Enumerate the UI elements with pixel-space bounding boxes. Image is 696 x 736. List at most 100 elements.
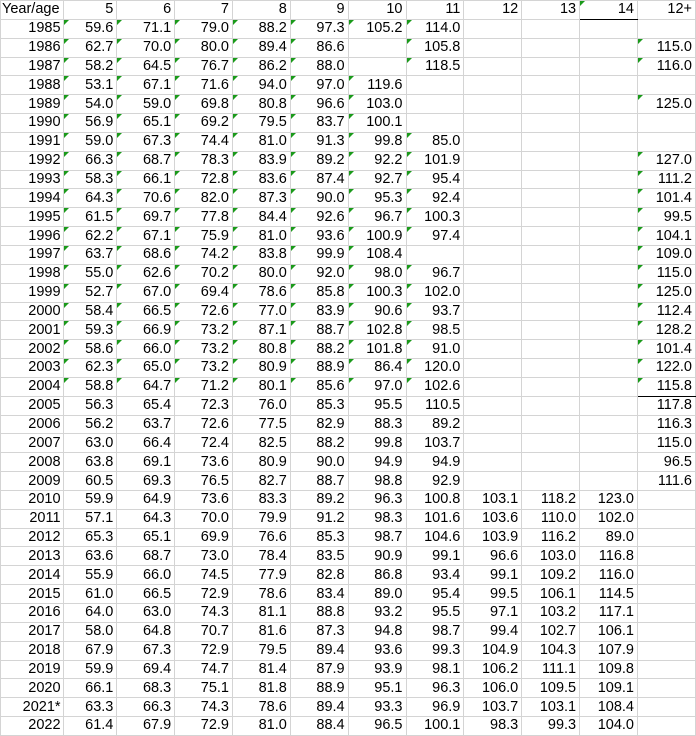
value-cell[interactable]: 79.5 — [232, 640, 291, 661]
value-cell[interactable]: 70.0 — [116, 37, 176, 58]
value-cell[interactable] — [405, 75, 465, 96]
value-cell[interactable]: 100.1 — [405, 716, 465, 736]
value-cell[interactable]: 66.4 — [116, 433, 176, 454]
value-cell[interactable]: 74.5 — [174, 565, 233, 586]
value-cell[interactable]: 81.8 — [232, 678, 291, 699]
value-cell[interactable]: 96.3 — [347, 489, 407, 510]
value-cell[interactable]: 92.0 — [289, 263, 349, 284]
year-cell[interactable]: 1992 — [0, 150, 64, 171]
year-cell[interactable]: 2010 — [0, 489, 64, 510]
value-cell[interactable] — [521, 358, 581, 378]
value-cell[interactable]: 91.3 — [289, 131, 349, 152]
value-cell[interactable]: 80.8 — [232, 339, 291, 360]
value-cell[interactable]: 116.8 — [579, 546, 638, 567]
value-cell[interactable]: 69.7 — [116, 207, 176, 228]
value-cell[interactable]: 105.2 — [347, 18, 407, 39]
value-cell[interactable]: 88.7 — [289, 320, 349, 341]
value-cell[interactable]: 92.7 — [347, 169, 407, 190]
value-cell[interactable]: 80.9 — [232, 358, 291, 378]
value-cell[interactable]: 83.4 — [289, 584, 349, 604]
value-cell[interactable]: 108.4 — [347, 244, 407, 265]
value-cell[interactable] — [579, 358, 638, 378]
value-cell[interactable]: 96.6 — [289, 94, 349, 115]
value-cell[interactable]: 103.1 — [463, 489, 523, 510]
value-cell[interactable]: 73.0 — [174, 546, 233, 567]
value-cell[interactable]: 76.7 — [174, 56, 233, 77]
year-cell[interactable]: 1991 — [0, 131, 64, 152]
value-cell[interactable]: 97.1 — [463, 603, 523, 623]
value-cell[interactable]: 116.2 — [521, 527, 581, 548]
value-cell[interactable]: 82.0 — [174, 188, 233, 209]
value-cell[interactable] — [521, 263, 581, 284]
header-cell-age-10[interactable]: 10 — [347, 0, 407, 20]
value-cell[interactable]: 125.0 — [637, 94, 696, 115]
value-cell[interactable] — [463, 339, 523, 360]
value-cell[interactable]: 92.2 — [347, 150, 407, 171]
value-cell[interactable]: 53.1 — [62, 75, 118, 96]
value-cell[interactable]: 66.3 — [116, 697, 176, 718]
value-cell[interactable]: 69.4 — [174, 282, 233, 303]
value-cell[interactable]: 118.5 — [405, 56, 465, 77]
value-cell[interactable]: 98.7 — [405, 621, 465, 642]
value-cell[interactable]: 127.0 — [637, 150, 696, 171]
value-cell[interactable]: 128.2 — [637, 320, 696, 341]
value-cell[interactable]: 83.9 — [232, 150, 291, 171]
value-cell[interactable]: 97.0 — [347, 376, 407, 397]
value-cell[interactable] — [521, 18, 581, 39]
value-cell[interactable]: 77.5 — [232, 414, 291, 435]
value-cell[interactable]: 88.4 — [289, 716, 349, 736]
value-cell[interactable]: 96.5 — [347, 716, 407, 736]
value-cell[interactable] — [637, 18, 696, 39]
value-cell[interactable]: 66.5 — [116, 584, 176, 604]
value-cell[interactable]: 67.3 — [116, 131, 176, 152]
value-cell[interactable] — [579, 56, 638, 77]
value-cell[interactable]: 77.8 — [174, 207, 233, 228]
value-cell[interactable]: 80.1 — [232, 376, 291, 397]
value-cell[interactable]: 103.7 — [405, 433, 465, 454]
value-cell[interactable] — [521, 433, 581, 454]
year-cell[interactable]: 2001 — [0, 320, 64, 341]
value-cell[interactable] — [463, 226, 523, 246]
value-cell[interactable] — [579, 282, 638, 303]
value-cell[interactable] — [463, 471, 523, 491]
value-cell[interactable] — [579, 414, 638, 435]
value-cell[interactable]: 93.2 — [347, 603, 407, 623]
value-cell[interactable]: 103.1 — [521, 697, 581, 718]
value-cell[interactable]: 101.8 — [347, 339, 407, 360]
value-cell[interactable]: 94.9 — [347, 452, 407, 473]
value-cell[interactable]: 103.0 — [521, 546, 581, 567]
value-cell[interactable]: 123.0 — [579, 489, 638, 510]
value-cell[interactable]: 93.9 — [347, 659, 407, 680]
value-cell[interactable]: 76.5 — [174, 471, 233, 491]
value-cell[interactable]: 104.0 — [579, 716, 638, 736]
value-cell[interactable]: 66.9 — [116, 320, 176, 341]
value-cell[interactable] — [521, 56, 581, 77]
value-cell[interactable] — [463, 244, 523, 265]
value-cell[interactable]: 99.4 — [463, 621, 523, 642]
value-cell[interactable]: 89.4 — [232, 37, 291, 58]
value-cell[interactable]: 99.5 — [463, 584, 523, 604]
value-cell[interactable] — [579, 188, 638, 209]
value-cell[interactable]: 60.5 — [62, 471, 118, 491]
header-cell-age-12[interactable]: 12 — [463, 0, 523, 20]
value-cell[interactable]: 67.1 — [116, 75, 176, 96]
value-cell[interactable]: 87.4 — [289, 169, 349, 190]
value-cell[interactable]: 87.1 — [232, 320, 291, 341]
value-cell[interactable] — [521, 150, 581, 171]
value-cell[interactable]: 99.5 — [637, 207, 696, 228]
value-cell[interactable]: 93.4 — [405, 565, 465, 586]
value-cell[interactable]: 67.1 — [116, 226, 176, 246]
value-cell[interactable]: 58.0 — [62, 621, 118, 642]
value-cell[interactable]: 63.0 — [116, 603, 176, 623]
value-cell[interactable] — [463, 56, 523, 77]
value-cell[interactable]: 118.2 — [521, 489, 581, 510]
value-cell[interactable]: 107.9 — [579, 640, 638, 661]
value-cell[interactable]: 65.0 — [116, 358, 176, 378]
value-cell[interactable] — [521, 226, 581, 246]
value-cell[interactable]: 84.4 — [232, 207, 291, 228]
year-cell[interactable]: 2006 — [0, 414, 64, 435]
value-cell[interactable]: 90.0 — [289, 188, 349, 209]
year-cell[interactable]: 2016 — [0, 603, 64, 623]
value-cell[interactable] — [637, 659, 696, 680]
value-cell[interactable]: 97.3 — [289, 18, 349, 39]
